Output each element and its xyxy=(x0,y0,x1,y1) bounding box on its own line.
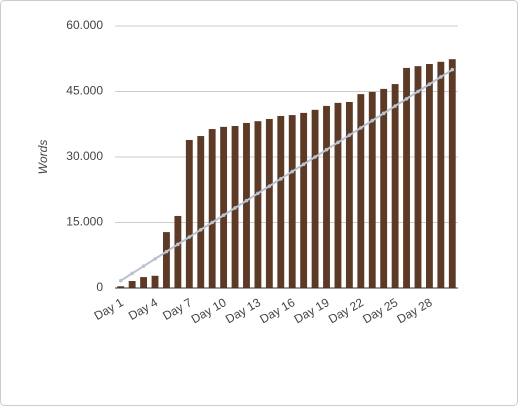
bar xyxy=(140,277,148,288)
line-point xyxy=(370,118,375,123)
line-point xyxy=(278,177,283,181)
line-point xyxy=(290,169,295,174)
bar xyxy=(197,136,205,288)
bar xyxy=(265,119,273,288)
y-tick-label: 0 xyxy=(96,280,103,294)
line-point xyxy=(221,213,226,218)
bar xyxy=(288,115,296,288)
bar xyxy=(391,84,399,289)
line-point xyxy=(404,96,409,101)
line-point xyxy=(301,162,306,167)
bar xyxy=(300,112,308,288)
line-point xyxy=(198,227,203,232)
bar xyxy=(117,286,125,288)
line-point xyxy=(439,75,443,79)
bar xyxy=(357,94,365,289)
bar xyxy=(311,109,319,288)
line xyxy=(120,68,453,282)
line-point xyxy=(187,235,192,239)
bar xyxy=(323,105,330,288)
line-point xyxy=(256,191,260,196)
line-point xyxy=(141,264,146,268)
line-point xyxy=(347,133,352,137)
bar xyxy=(243,122,250,288)
y-axis-label: Words xyxy=(36,140,50,175)
bar xyxy=(254,121,262,289)
bar xyxy=(334,102,342,288)
y-tick-label: 45.000 xyxy=(66,84,103,98)
y-tick-label: 60.000 xyxy=(66,18,103,32)
line-point xyxy=(427,82,432,87)
line-point xyxy=(313,155,317,159)
line-point xyxy=(164,249,169,254)
bar xyxy=(414,66,422,288)
y-tick-label: 15.000 xyxy=(66,215,103,229)
bar xyxy=(208,129,216,288)
bar xyxy=(345,101,353,288)
line-point xyxy=(176,242,180,247)
bar xyxy=(151,275,159,288)
bar xyxy=(277,115,285,288)
bar xyxy=(128,281,136,288)
line-point xyxy=(153,257,157,261)
bar xyxy=(380,88,388,288)
line-point xyxy=(450,67,455,72)
bar xyxy=(403,67,410,288)
bar xyxy=(185,139,193,288)
bar xyxy=(425,63,433,288)
line-point xyxy=(233,206,237,210)
line-point xyxy=(336,140,340,145)
line-point xyxy=(324,147,329,152)
bar xyxy=(174,215,182,288)
bar xyxy=(437,61,445,288)
line-point xyxy=(267,184,272,188)
bar xyxy=(163,232,170,288)
line-point xyxy=(416,89,420,94)
line-point xyxy=(210,220,214,225)
line-point xyxy=(381,111,386,116)
bar xyxy=(448,59,456,288)
line-point xyxy=(118,278,123,283)
bar xyxy=(220,126,228,289)
y-tick-label: 30.000 xyxy=(66,149,103,163)
bar xyxy=(368,91,376,288)
line-point xyxy=(393,104,397,108)
line-point xyxy=(130,271,134,276)
line-point xyxy=(244,198,249,203)
line-point xyxy=(359,126,363,130)
